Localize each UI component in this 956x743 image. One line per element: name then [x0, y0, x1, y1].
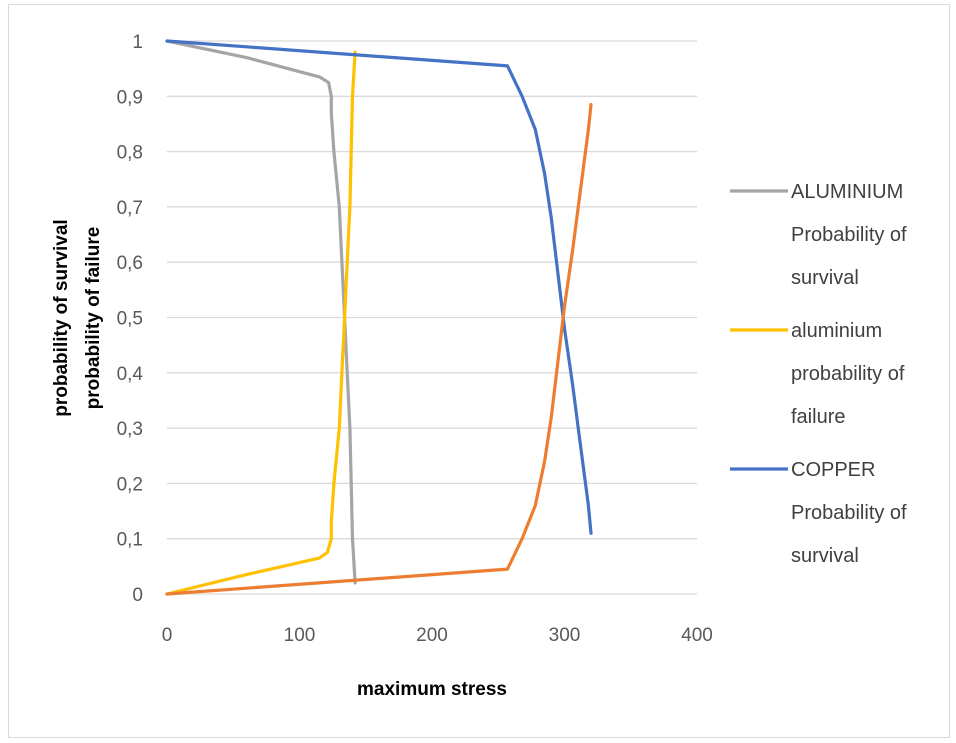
y-tick-label: 0,4: [117, 364, 144, 385]
legend-label-2-line-2: survival: [791, 545, 859, 567]
legend: ALUMINIUM Probability of survival aluminium…: [730, 181, 907, 567]
x-tick-label: 200: [416, 625, 448, 646]
legend-label-2-line-0: COPPER: [791, 459, 875, 481]
x-tick-label: 0: [162, 625, 173, 646]
legend-label-0-line-0: ALUMINIUM: [791, 181, 903, 203]
y-tick-label: 0,6: [117, 253, 143, 274]
x-axis-title: maximum stress: [357, 679, 507, 700]
chart-frame: [8, 4, 950, 738]
series-line-3: [165, 102, 593, 596]
series-line-1: [165, 50, 357, 596]
gridlines: [167, 40, 697, 595]
series-line-2: [165, 39, 593, 535]
y-tick-labels: 0 0,1 0,2 0,3 0,4 0,5 0,6 0,7 0,8 0,9 1: [117, 32, 144, 606]
legend-label-1-line-2: failure: [791, 406, 845, 428]
series-lines: [165, 39, 593, 596]
y-tick-label: 0,3: [117, 419, 143, 440]
legend-label-2-line-1: Probability of: [791, 502, 907, 524]
y-tick-label: 0,8: [117, 143, 143, 164]
y-tick-label: 0,2: [117, 474, 143, 495]
x-tick-labels: 0 100 200 300 400: [162, 625, 713, 646]
y-axis-title-line-2: probability of failure: [83, 227, 104, 410]
legend-label-1-line-1: probability of: [791, 363, 905, 385]
legend-label-0-line-2: survival: [791, 267, 859, 289]
x-tick-label: 400: [681, 625, 713, 646]
x-tick-label: 300: [549, 625, 581, 646]
series-line-0: [165, 39, 357, 585]
y-tick-label: 0,1: [117, 530, 143, 551]
y-tick-label: 1: [132, 32, 143, 53]
legend-label-1-line-0: aluminium: [791, 320, 882, 342]
y-tick-label: 0: [132, 585, 143, 606]
y-tick-label: 0,9: [117, 87, 143, 108]
x-tick-label: 100: [284, 625, 316, 646]
y-tick-label: 0,5: [117, 309, 143, 330]
y-axis-title-line-1: probability of survival: [51, 219, 72, 416]
legend-label-0-line-1: Probability of: [791, 224, 907, 246]
y-tick-label: 0,7: [117, 198, 143, 219]
